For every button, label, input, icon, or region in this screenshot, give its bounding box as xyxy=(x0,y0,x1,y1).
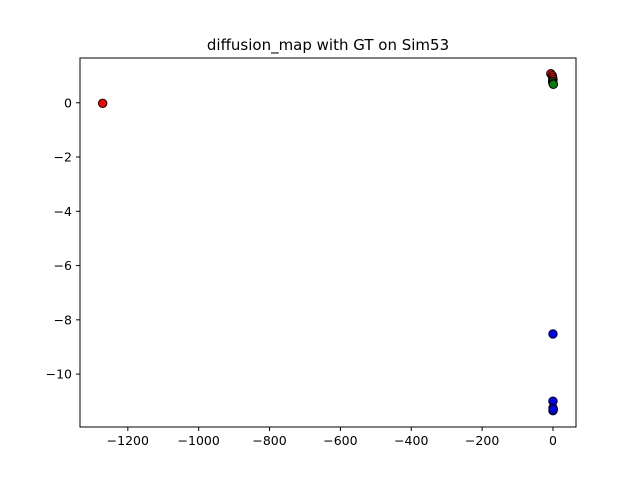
y-tick-label: −10 xyxy=(46,367,72,382)
data-point xyxy=(548,329,558,339)
y-tick-label: 0 xyxy=(64,95,72,110)
x-tick-label: −800 xyxy=(252,433,286,448)
data-point xyxy=(548,79,559,90)
x-tick-label: −600 xyxy=(323,433,357,448)
data-point xyxy=(97,98,108,109)
y-tick-label: −4 xyxy=(54,204,72,219)
x-tick-label: 0 xyxy=(549,433,557,448)
x-tick-label: −1200 xyxy=(107,433,149,448)
y-axis: 0 −2 −4 −6 −8 −10 xyxy=(46,95,80,382)
y-tick-label: −6 xyxy=(54,258,72,273)
data-point xyxy=(548,404,559,415)
x-tick-label: −200 xyxy=(465,433,499,448)
x-axis: −1200 −1000 −800 −600 −400 −200 0 xyxy=(107,427,557,448)
x-tick-label: −1000 xyxy=(178,433,220,448)
data-points xyxy=(97,69,559,416)
chart-title: diffusion_map with GT on Sim53 xyxy=(207,36,449,55)
x-tick-label: −400 xyxy=(394,433,428,448)
plot-area-frame xyxy=(79,57,577,428)
y-tick-label: −8 xyxy=(54,312,72,327)
y-tick-label: −2 xyxy=(54,150,72,165)
